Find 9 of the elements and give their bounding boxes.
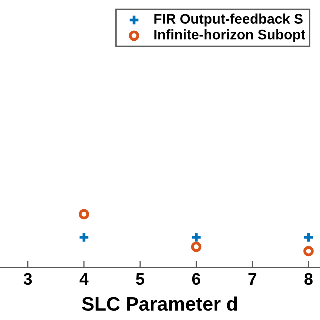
x-tick-label: 6	[192, 273, 201, 286]
x-tick-label: 7	[248, 273, 257, 285]
x-tick-label: 4	[80, 273, 89, 285]
x-tick-label: 5	[136, 273, 145, 286]
x-tick-label: 8	[304, 273, 313, 286]
x-axis-title: SLC Parameter d	[82, 296, 238, 312]
legend-label: FIR Output-feedback S	[154, 14, 303, 27]
x-tick-label: 3	[24, 273, 32, 286]
legend-label: Infinite-horizon Subopt	[154, 30, 306, 42]
